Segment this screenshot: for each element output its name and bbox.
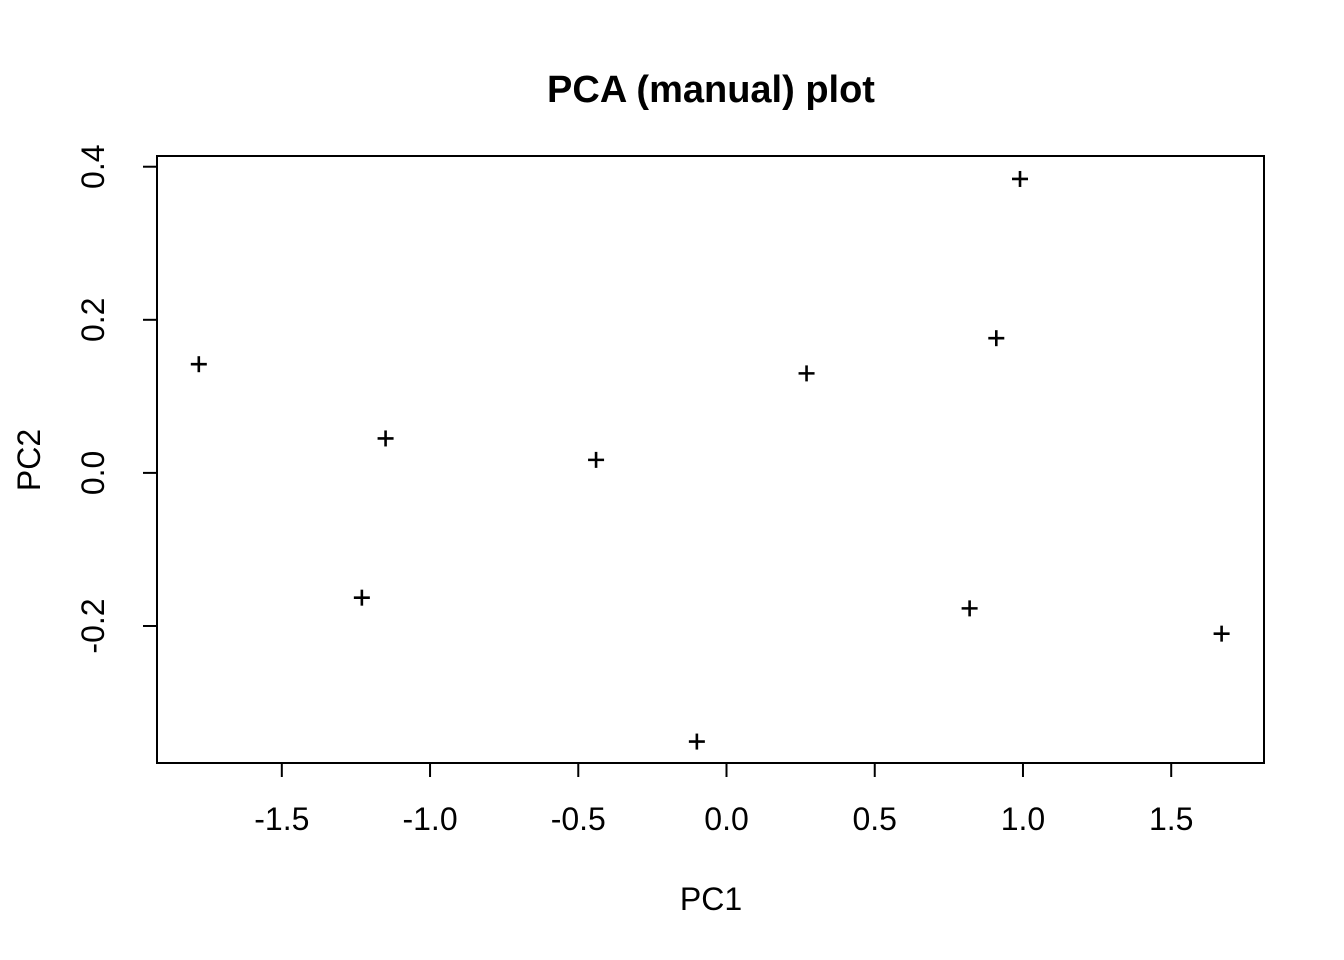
data-point-marker [353,589,370,606]
y-tick-label: 0.0 [75,451,111,495]
data-point-marker [588,451,605,468]
x-tick-label: 0.5 [852,801,896,837]
x-axis-ticks: -1.5 -1.0 -0.5 0.0 0.5 1.0 1.5 [254,764,1193,837]
data-point-marker [988,330,1005,347]
x-tick-label: -1.0 [402,801,457,837]
x-tick-label: -1.5 [254,801,309,837]
data-point-marker [798,365,815,382]
plot-box [156,155,1265,764]
data-point-marker [961,600,978,617]
x-tick-label: 1.0 [1001,801,1045,837]
data-point-marker [1012,170,1029,187]
x-tick-label: 0.0 [704,801,748,837]
x-tick-label: -0.5 [551,801,606,837]
data-points [190,170,1230,750]
x-axis-label: PC1 [680,881,742,917]
data-point-marker [688,733,705,750]
x-tick-label: 1.5 [1149,801,1193,837]
y-axis-ticks: -0.2 0.0 0.2 0.4 [75,144,156,654]
y-tick-label: -0.2 [75,598,111,653]
data-point-marker [190,356,207,373]
data-point-marker [377,430,394,447]
data-point-marker [1213,625,1230,642]
y-tick-label: 0.4 [75,144,111,188]
y-tick-label: 0.2 [75,298,111,342]
y-axis-label: PC2 [11,429,47,491]
plot-title: PCA (manual) plot [547,69,875,111]
